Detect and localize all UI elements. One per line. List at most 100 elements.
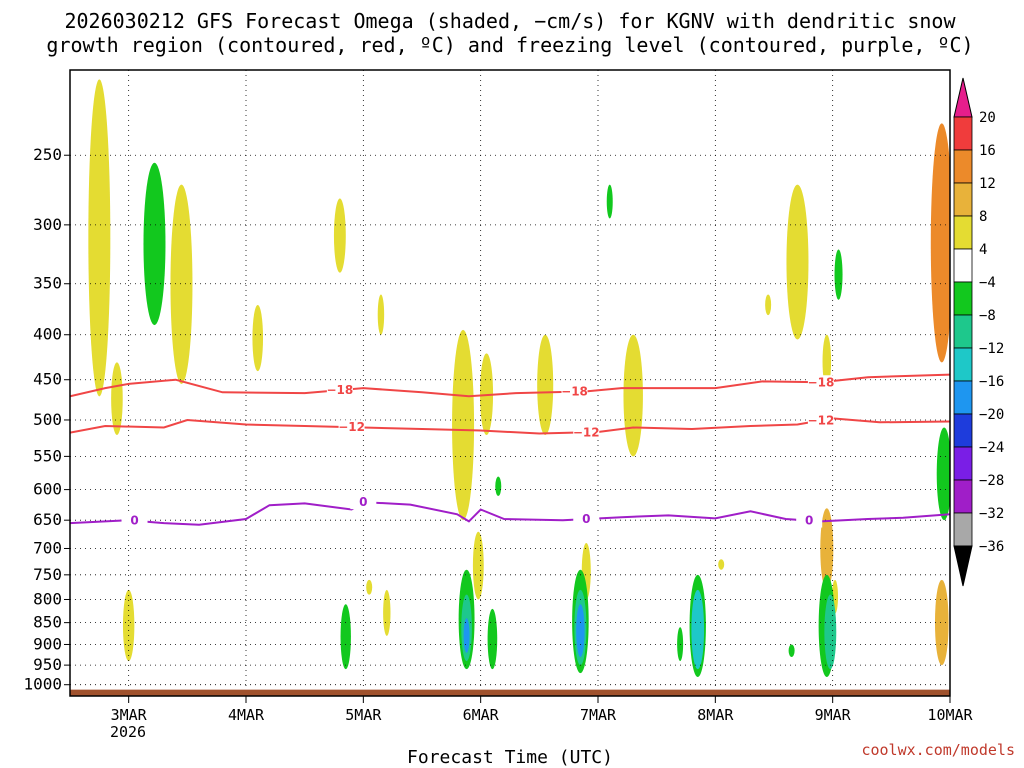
colorbar-label-11: −28	[979, 473, 1004, 489]
omega-down-6	[487, 608, 498, 670]
omega-down-15	[788, 644, 795, 657]
ytick-label-1000: 1000	[23, 675, 62, 694]
dgz-minus18-label-0: −18	[326, 383, 353, 397]
dgz-minus18-line	[70, 373, 950, 398]
colorbar-label-0: 20	[979, 110, 996, 126]
omega-up-21	[537, 334, 554, 435]
colorbar-bin-3	[953, 215, 973, 250]
ytick-label-850: 850	[33, 613, 62, 632]
colorbar-bin-5	[953, 281, 973, 316]
colorbar-bin-11	[953, 479, 973, 514]
colorbar: 20 16 12 8 4 −4 −8 −12 −16 −20 −24 −28 −32 −36	[953, 77, 1004, 587]
colorbar-bottom-arrow	[953, 545, 973, 587]
colorbar-label-2: 12	[979, 176, 996, 192]
title-line-2: growth region (contoured, red, ºC) and f…	[46, 33, 973, 57]
xtick-label-7MAR: 7MAR	[580, 706, 617, 724]
dgz-minus18-label-bg-2	[807, 375, 834, 390]
surface-band	[70, 689, 950, 696]
colorbar-label-9: −20	[979, 407, 1004, 423]
omega-up-23	[718, 559, 725, 570]
ytick-label-650: 650	[33, 510, 62, 529]
x-axis-title: Forecast Time (UTC)	[407, 747, 613, 768]
omega-up-22	[623, 334, 643, 457]
omega-down-17	[936, 427, 950, 521]
freezing-level-0-label-bg-0	[121, 513, 148, 528]
plot-frame	[69, 69, 951, 697]
contour-lines: −18 −18 −18 −12 −12 −12 0 0 0 0	[70, 373, 950, 528]
omega-down-18	[495, 476, 502, 496]
omega-up-14	[377, 294, 385, 335]
colorbar-label-3: 8	[979, 209, 987, 225]
omega-up-15	[366, 579, 373, 595]
omega-up-29	[930, 123, 950, 363]
omega-down-2	[340, 604, 351, 670]
dgz-minus12-label-bg-0	[338, 420, 365, 435]
ytick-label-450: 450	[33, 370, 62, 389]
colorbar-bin-6	[953, 314, 973, 349]
colorbar-bin-2	[953, 182, 973, 217]
ytick-label-550: 550	[33, 446, 62, 465]
colorbar-top-arrow	[953, 77, 973, 118]
dgz-minus18-label-1: −18	[561, 385, 588, 399]
xtick-label-5MAR: 5MAR	[345, 706, 382, 724]
freezing-level-0-label-bg-2	[573, 511, 600, 526]
ytick-label-250: 250	[33, 145, 62, 164]
omega-up-13	[333, 198, 346, 273]
title-line-1: 2026030212 GFS Forecast Omega (shaded, −…	[64, 9, 956, 33]
freezing-level-0-label-3: 0	[805, 514, 813, 528]
ytick-label-750: 750	[33, 565, 62, 584]
omega-up-16	[383, 589, 391, 636]
colorbar-bin-9	[953, 413, 973, 448]
xtick-label-9MAR: 9MAR	[815, 706, 852, 724]
omega-down-1	[143, 162, 166, 326]
colorbar-label-13: −36	[979, 539, 1004, 555]
colorbar-bin-1	[953, 149, 973, 184]
omega-down-16	[834, 249, 843, 300]
x-axis-ticks: 3MAR 4MAR 5MAR 6MAR 7MAR 8MAR 9MAR 10MAR	[111, 696, 974, 724]
colorbar-label-4: 4	[979, 242, 987, 258]
dgz-minus18-label-2: −18	[808, 375, 835, 389]
omega-up-30	[934, 579, 949, 666]
colorbar-label-8: −16	[979, 374, 1004, 390]
ytick-label-400: 400	[33, 325, 62, 344]
freezing-level-0-label-2: 0	[582, 512, 590, 526]
colorbar-label-12: −32	[979, 506, 1004, 522]
ytick-label-500: 500	[33, 410, 62, 429]
colorbar-bin-0	[953, 116, 973, 151]
omega-up-10	[170, 184, 193, 384]
dgz-minus12-label-2: −12	[808, 413, 835, 427]
colorbar-label-10: −24	[979, 440, 1004, 456]
dgz-minus12-label-1: −12	[573, 425, 600, 439]
xtick-label-6MAR: 6MAR	[463, 706, 500, 724]
credit-text: coolwx.com/models	[861, 741, 1015, 759]
y-axis-ticks: 250 300 350 400 450 500 550 600 650 700 750 800 850 9…	[23, 145, 70, 694]
ytick-label-900: 900	[33, 634, 62, 653]
omega-up-8	[88, 79, 111, 397]
omega-up-9	[111, 362, 123, 435]
freezing-level-0-label-bg-1	[350, 495, 377, 510]
omega-down-19	[606, 184, 613, 219]
ytick-label-350: 350	[33, 274, 62, 293]
freezing-level-0-label-1: 0	[359, 495, 367, 509]
colorbar-bin-4	[953, 248, 973, 283]
ytick-label-600: 600	[33, 480, 62, 499]
colorbar-bin-10	[953, 446, 973, 481]
omega-up-12	[252, 304, 264, 372]
xtick-label-3MAR: 3MAR	[111, 706, 148, 724]
omega-up-19	[472, 531, 484, 600]
colorbar-bin-8	[953, 380, 973, 415]
colorbar-bin-12	[953, 512, 973, 547]
colorbar-bin-7	[953, 347, 973, 382]
dgz-minus12-label-bg-2	[807, 413, 834, 428]
omega-up-24	[786, 184, 809, 340]
dgz-minus18-label-bg-0	[326, 383, 353, 398]
xtick-label-10MAR: 10MAR	[927, 706, 973, 724]
omega-up-25	[765, 294, 772, 316]
freezing-level-0-label-bg-3	[796, 513, 823, 528]
colorbar-label-6: −8	[979, 308, 996, 324]
omega-up-26	[822, 334, 832, 389]
omega-up-27	[820, 508, 834, 590]
colorbar-label-5: −4	[979, 275, 996, 291]
dgz-minus12-label-0: −12	[338, 420, 365, 434]
ytick-label-950: 950	[33, 655, 62, 674]
